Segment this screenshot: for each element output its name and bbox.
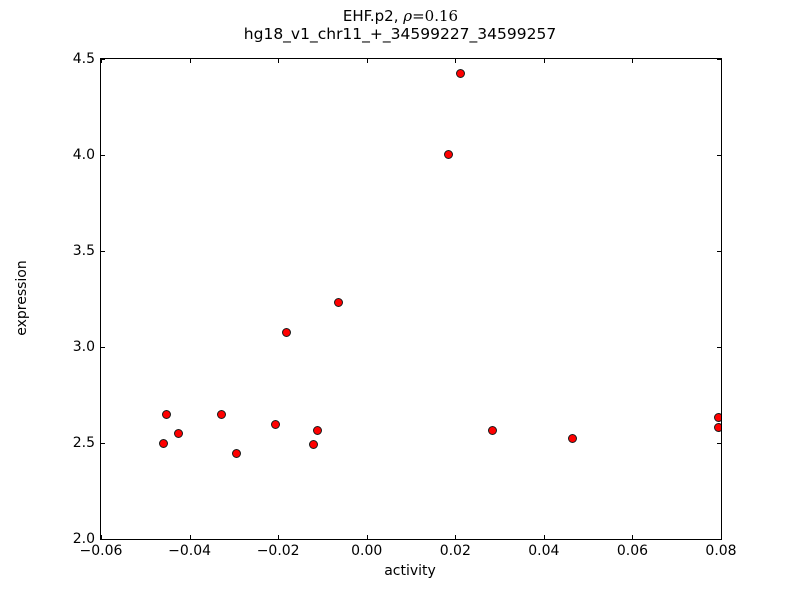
rho-value: =0.16 <box>412 7 459 25</box>
x-tick-mark <box>721 535 722 539</box>
x-tick-mark-top <box>278 59 280 63</box>
y-tick-label: 3.0 <box>72 339 95 355</box>
y-tick-label: 2.0 <box>72 531 95 547</box>
rho-symbol: ρ <box>403 7 413 25</box>
scatter-point <box>487 426 497 436</box>
plot-data-area <box>101 59 721 539</box>
x-tick-label: 0.06 <box>616 543 649 559</box>
scatter-point <box>714 422 721 432</box>
x-tick-mark-top <box>455 59 457 63</box>
x-tick-mark-top <box>366 59 368 63</box>
x-tick-mark-top <box>543 59 545 63</box>
chart-title-line-2: hg18_v1_chr11_+_34599227_34599257 <box>243 25 557 44</box>
plot-axes: −0.06 −0.04 −0.02 0.00 0.02 0.04 0.06 0.08 2.0 2.… <box>73 51 737 559</box>
scatter-point <box>217 409 227 419</box>
scatter-point <box>714 412 721 422</box>
scatter-point <box>334 297 344 307</box>
y-axis-label: expression <box>14 260 30 336</box>
y-tick-label: 4.0 <box>72 147 95 163</box>
scatter-point <box>567 434 577 444</box>
x-tick-mark-top <box>189 59 191 63</box>
y-tick-label: 4.5 <box>72 51 95 67</box>
scatter-point <box>270 420 280 430</box>
x-axis-label: activity <box>384 563 436 579</box>
y-tick-mark-right <box>717 59 721 60</box>
y-tick-mark-right <box>717 347 721 348</box>
scatter-point <box>173 428 183 438</box>
y-tick-mark <box>101 443 105 444</box>
x-tick-label: −0.02 <box>256 543 300 559</box>
x-tick-label: 0.04 <box>528 543 560 559</box>
x-tick-mark <box>366 535 368 539</box>
x-tick-mark <box>278 535 280 539</box>
chart-title-block: EHF.p2, ρ=0.16 hg18_v1_chr11_+_34599227_… <box>0 8 800 43</box>
y-tick-mark <box>101 155 105 156</box>
y-tick-mark-right <box>717 251 721 252</box>
scatter-point <box>158 439 168 449</box>
scatter-point <box>313 426 323 436</box>
x-tick-label: −0.04 <box>168 543 212 559</box>
x-tick-mark <box>455 535 457 539</box>
y-tick-mark <box>101 251 105 252</box>
chart-title-line-1: EHF.p2, ρ=0.16 <box>0 8 800 24</box>
x-tick-label: 0.02 <box>439 543 471 559</box>
x-tick-label: 0.00 <box>351 543 383 559</box>
x-tick-mark-top <box>632 59 634 63</box>
scatter-point <box>161 410 171 420</box>
x-tick-label: −0.06 <box>79 543 123 559</box>
scatter-point <box>232 449 241 459</box>
x-tick-mark <box>543 535 545 539</box>
x-tick-label: 0.08 <box>705 543 737 559</box>
y-tick-mark <box>101 59 105 60</box>
x-tick-mark <box>632 535 634 539</box>
x-tick-mark <box>189 535 191 539</box>
scatter-point <box>308 440 318 450</box>
x-tick-mark-top <box>101 59 102 63</box>
y-tick-mark-right <box>717 155 721 156</box>
scatter-point <box>456 68 466 78</box>
scatter-point <box>282 328 292 338</box>
y-tick-mark <box>101 539 105 540</box>
y-tick-mark-right <box>717 539 721 540</box>
y-tick-label: 2.5 <box>72 435 95 451</box>
x-tick-mark <box>101 535 102 539</box>
x-tick-mark-top <box>721 59 722 63</box>
y-tick-mark <box>101 347 105 348</box>
y-tick-mark-right <box>717 443 721 444</box>
scatter-point <box>444 149 454 159</box>
chart-title-prefix: EHF.p2, <box>342 7 404 25</box>
y-tick-label: 3.5 <box>72 243 95 259</box>
